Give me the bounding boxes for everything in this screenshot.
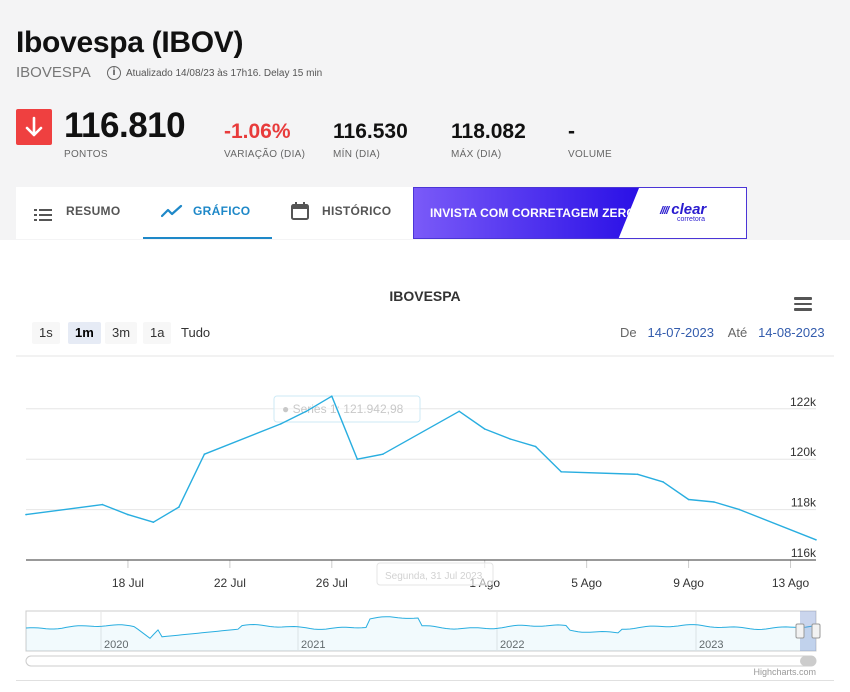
data-point[interactable] (280, 423, 282, 425)
to-date-input[interactable]: 14-08-2023 (758, 325, 825, 340)
range-button-1m[interactable]: 1m (68, 322, 101, 344)
data-point[interactable] (331, 395, 333, 398)
data-point[interactable] (25, 513, 27, 516)
data-point[interactable] (560, 471, 562, 473)
data-point[interactable] (305, 410, 308, 413)
range-button-3m[interactable]: 3m (105, 322, 138, 344)
price-value: 116.810 (64, 106, 186, 145)
clear-logo: ////clear corretora (660, 201, 707, 223)
max-value: 118.082 (451, 120, 526, 143)
range-button-1a[interactable]: 1a (143, 322, 172, 344)
data-point[interactable] (356, 458, 359, 461)
data-point[interactable] (687, 498, 690, 501)
series-line[interactable] (25, 395, 817, 541)
price-label: PONTOS (64, 149, 108, 160)
data-point[interactable] (203, 453, 206, 456)
navigator-year-label: 2021 (301, 639, 325, 651)
tab-resumo[interactable]: RESUMO (16, 187, 143, 239)
y-tick-label: 118k (791, 496, 817, 510)
from-label: De (620, 325, 637, 340)
x-tick-label: 5 Ago (571, 576, 602, 590)
navigator-scrollbar[interactable] (25, 655, 817, 667)
tooltip-text: ● Series 1: 121.942,98 (282, 402, 404, 416)
data-point[interactable] (738, 508, 741, 511)
x-tick-label: 9 Ago (673, 576, 704, 590)
x-tick-label: 22 Jul (214, 576, 246, 590)
volume-value: - (568, 120, 575, 143)
data-point[interactable] (152, 521, 155, 523)
min-value: 116.530 (333, 120, 408, 143)
footer-divider (16, 680, 834, 681)
data-point[interactable] (662, 481, 664, 483)
calendar-icon (291, 202, 309, 220)
x-tick-label: 18 Jul (112, 576, 144, 590)
navigator-year-label: 2023 (699, 639, 723, 651)
data-point[interactable] (382, 453, 384, 456)
y-tick-label: 116k (791, 546, 817, 560)
navigator-year-label: 2020 (104, 639, 128, 651)
tab-grafico[interactable]: GRÁFICO (143, 187, 272, 239)
highcharts-credits[interactable]: Highcharts.com (753, 667, 816, 677)
data-point[interactable] (483, 428, 486, 430)
list-icon (34, 209, 52, 221)
data-point[interactable] (636, 473, 639, 476)
navigator-series (25, 616, 815, 639)
min-label: MÍN (DIA) (333, 149, 381, 160)
data-point[interactable] (713, 501, 715, 503)
volume-label: VOLUME (568, 149, 613, 160)
updated-timestamp: Atualizado 14/08/23 às 17h16. Delay 15 m… (126, 68, 323, 79)
change-value: -1.06% (224, 120, 291, 143)
page-title: Ibovespa (IBOV) (16, 26, 244, 59)
tab-historico-label: HISTÓRICO (322, 204, 392, 218)
info-icon[interactable]: i (107, 66, 121, 80)
data-point[interactable] (127, 513, 129, 516)
promo-banner[interactable]: INVISTA COM CORRETAGEM ZERO ////clear co… (413, 187, 747, 239)
tab-resumo-label: RESUMO (66, 204, 121, 218)
y-tick-label: 122k (790, 395, 817, 409)
data-point[interactable] (534, 445, 537, 448)
max-label: MÁX (DIA) (451, 149, 502, 160)
range-button-1s[interactable]: 1s (32, 322, 60, 344)
navigator-scrollbar-thumb[interactable] (800, 656, 816, 666)
tooltip-date-box (376, 562, 494, 586)
navigator-year-label: 2022 (500, 639, 524, 651)
chart-line-icon (161, 204, 183, 218)
data-point[interactable] (815, 539, 817, 541)
range-button-tudo[interactable]: Tudo (181, 325, 211, 340)
tooltip-date-text: Segunda, 31 Jul 2023 (385, 571, 483, 582)
to-label: Até (727, 325, 748, 340)
data-point[interactable] (509, 438, 512, 440)
navigator-handle[interactable] (811, 623, 821, 639)
navigator-handle[interactable] (795, 623, 805, 639)
navigator-area (26, 616, 816, 651)
data-point[interactable] (101, 503, 104, 506)
change-label: VARIAÇÃO (DIA) (224, 149, 306, 160)
ticker-symbol: IBOVESPA (16, 64, 91, 81)
x-tick-label: 13 Ago (772, 576, 810, 590)
navigator-selection[interactable] (800, 611, 816, 651)
tab-historico[interactable]: HISTÓRICO (272, 187, 413, 239)
chart-title: IBOVESPA (389, 288, 461, 304)
y-tick-label: 120k (790, 445, 817, 459)
promo-text: INVISTA COM CORRETAGEM ZERO (414, 188, 639, 238)
tab-bar: RESUMO GRÁFICO HISTÓRICO (16, 187, 413, 239)
x-tick-label: 26 Jul (316, 576, 348, 590)
arrow-down-icon (16, 109, 52, 145)
date-range: De 14-07-2023 Até 14-08-2023 (620, 325, 825, 340)
data-point[interactable] (458, 410, 461, 413)
navigator-frame (25, 610, 817, 652)
chart-menu-icon[interactable] (794, 297, 812, 311)
tooltip-box (273, 395, 421, 423)
tab-grafico-label: GRÁFICO (193, 204, 251, 218)
data-point[interactable] (178, 506, 180, 508)
from-date-input[interactable]: 14-07-2023 (647, 325, 714, 340)
